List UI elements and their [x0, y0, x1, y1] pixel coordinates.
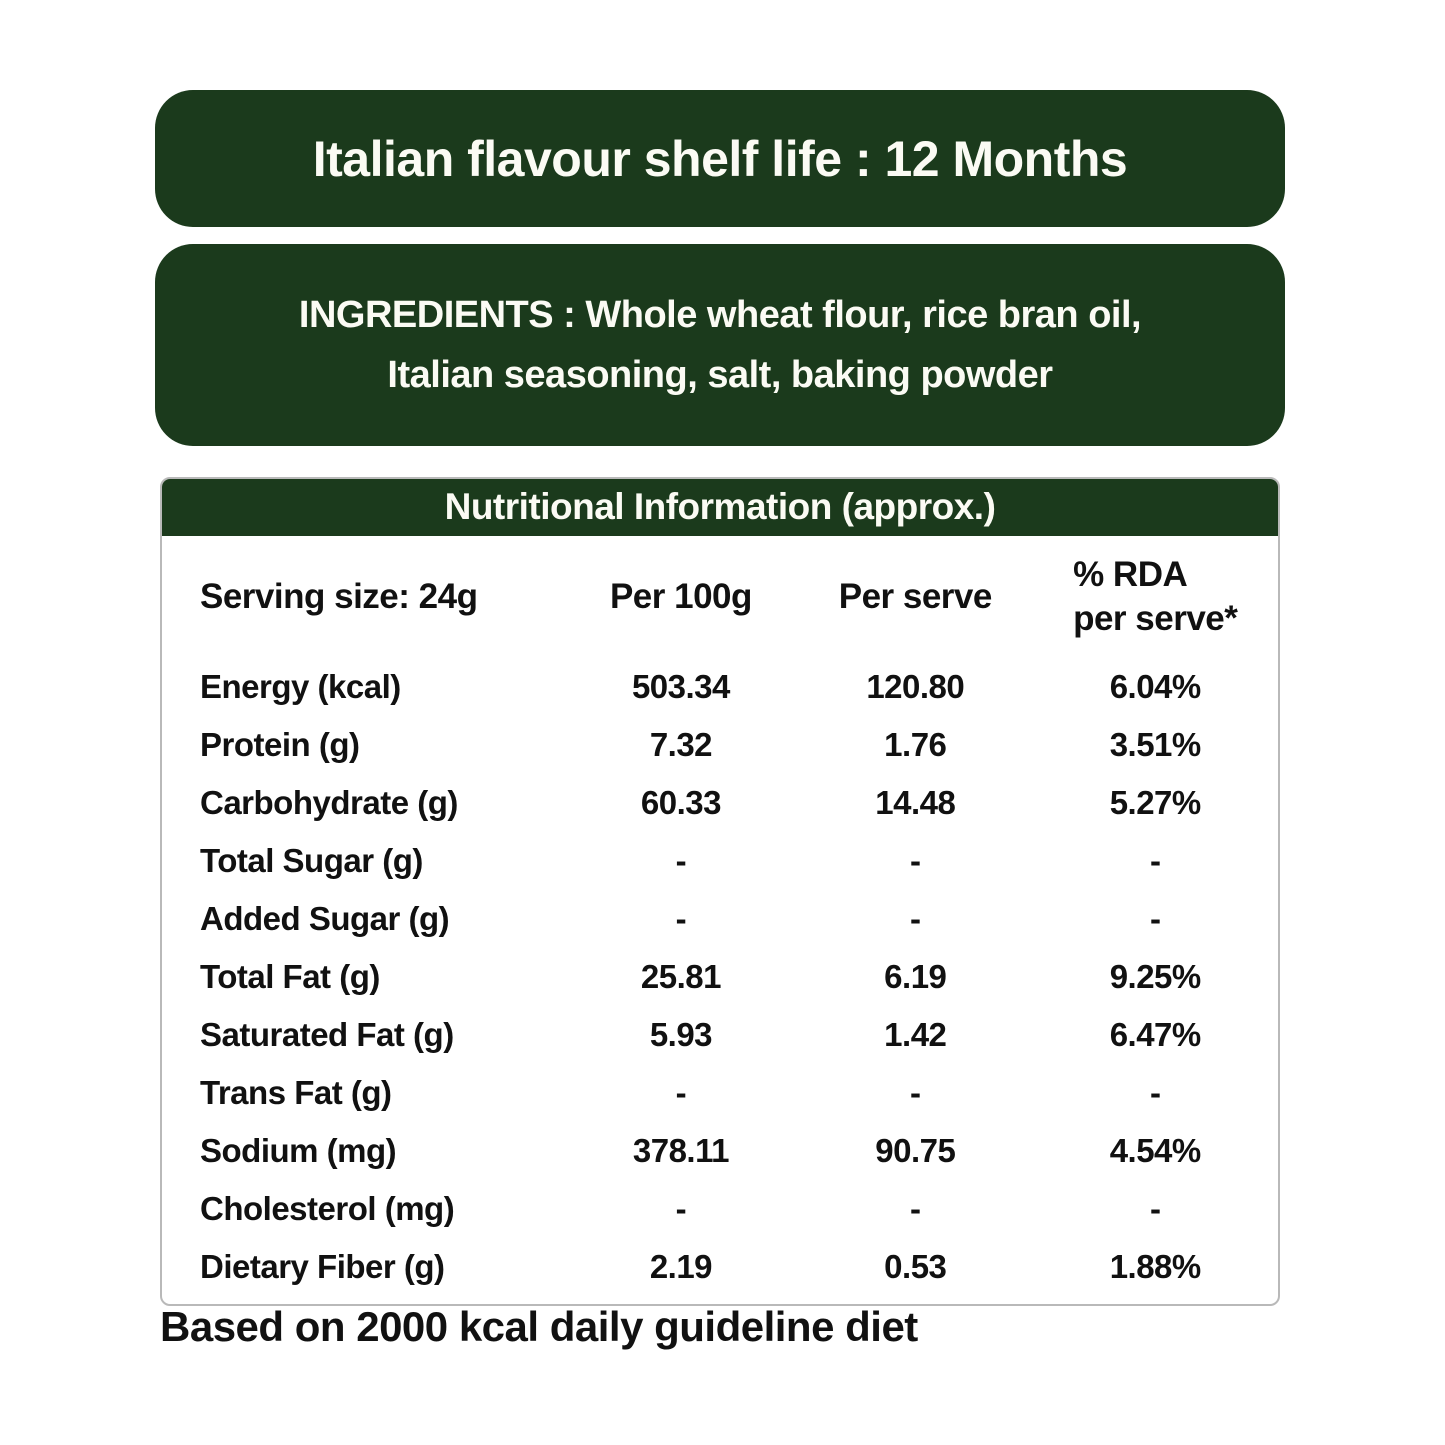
- per-serve-value: -: [910, 1190, 921, 1227]
- rda-percent-value: -: [1149, 1074, 1161, 1111]
- per-100g-value: -: [675, 1190, 687, 1227]
- nutrition-table-title: Nutritional Information (approx.): [162, 479, 1278, 536]
- per-100g-value: 7.32: [649, 726, 713, 763]
- per-100g-value: 25.81: [640, 958, 722, 995]
- per-serve-value: 0.53: [884, 1248, 947, 1285]
- nutrient-name: Saturated Fat (g): [200, 1016, 454, 1053]
- nutrient-name: Cholesterol (mg): [200, 1190, 455, 1227]
- per-serve-value: 14.48: [875, 784, 956, 821]
- rda-percent-value: 3.51%: [1109, 726, 1202, 763]
- nutrition-row: Total Sugar (g) - - -: [162, 832, 1278, 890]
- rda-percent-value: -: [1149, 1190, 1161, 1227]
- nutrient-name: Total Fat (g): [200, 958, 380, 995]
- rda-percent-value: 9.25%: [1109, 958, 1202, 995]
- ingredients-text: INGREDIENTS : Whole wheat flour, rice br…: [298, 294, 1142, 396]
- rda-percent-value: 1.88%: [1109, 1248, 1202, 1285]
- nutrition-row: Trans Fat (g) - - -: [162, 1064, 1278, 1122]
- per-100g-value: 5.93: [649, 1016, 713, 1053]
- nutrient-name: Protein (g): [200, 726, 360, 763]
- per-100g-value: -: [675, 842, 687, 879]
- rda-header-line1: % RDA: [1073, 555, 1188, 594]
- nutrient-name: Added Sugar (g): [200, 900, 450, 937]
- nutrition-row: Sodium (mg) 378.11 90.75 4.54%: [162, 1122, 1278, 1180]
- per-serve-value: 1.76: [884, 726, 947, 763]
- per-serve-value: 1.42: [884, 1016, 947, 1053]
- nutrient-name: Total Sugar (g): [200, 842, 423, 879]
- nutrition-row: Dietary Fiber (g) 2.19 0.53 1.88%: [162, 1238, 1278, 1296]
- per-serve-value: -: [910, 842, 921, 879]
- per-serve-value: 90.75: [875, 1132, 956, 1169]
- column-header-per-serve: Per serve: [838, 577, 993, 616]
- nutrient-name: Trans Fat (g): [200, 1074, 392, 1111]
- nutrition-table-header-row: Serving size: 24g Per 100g Per serve % R…: [162, 536, 1278, 658]
- column-header-serving-size: Serving size: 24g: [200, 577, 478, 616]
- column-header-rda: % RDA per serve*: [1032, 553, 1278, 641]
- per-serve-value: -: [910, 1074, 921, 1111]
- per-serve-value: 120.80: [866, 668, 965, 705]
- nutrition-row: Saturated Fat (g) 5.93 1.42 6.47%: [162, 1006, 1278, 1064]
- nutrition-row: Protein (g) 7.32 1.76 3.51%: [162, 716, 1278, 774]
- shelf-life-title: Italian flavour shelf life : 12 Months: [312, 130, 1128, 187]
- nutrition-table: Nutritional Information (approx.) Servin…: [160, 477, 1280, 1306]
- per-100g-value: 378.11: [632, 1132, 730, 1169]
- per-serve-value: 6.19: [884, 958, 947, 995]
- rda-header-line2: per serve*: [1073, 599, 1238, 638]
- nutrient-name: Carbohydrate (g): [200, 784, 458, 821]
- shelf-life-banner: Italian flavour shelf life : 12 Months: [155, 90, 1285, 227]
- per-100g-value: 503.34: [631, 668, 730, 705]
- nutrition-rows: Energy (kcal) 503.34 120.80 6.04% Protei…: [162, 658, 1278, 1304]
- nutrition-row: Cholesterol (mg) - - -: [162, 1180, 1278, 1238]
- guideline-note: Based on 2000 kcal daily guideline diet: [160, 1303, 918, 1350]
- nutrient-name: Dietary Fiber (g): [200, 1248, 445, 1285]
- rda-percent-value: -: [1149, 900, 1161, 937]
- rda-percent-value: 6.04%: [1109, 668, 1202, 705]
- nutrient-name: Sodium (mg): [200, 1132, 397, 1169]
- per-serve-value: -: [910, 900, 921, 937]
- nutrition-row: Carbohydrate (g) 60.33 14.48 5.27%: [162, 774, 1278, 832]
- rda-percent-value: 5.27%: [1109, 784, 1202, 821]
- ingredients-box: INGREDIENTS : Whole wheat flour, rice br…: [155, 244, 1285, 446]
- per-100g-value: -: [675, 900, 687, 937]
- rda-percent-value: 4.54%: [1109, 1132, 1202, 1169]
- nutrition-row: Added Sugar (g) - - -: [162, 890, 1278, 948]
- nutrient-name: Energy (kcal): [200, 668, 401, 705]
- column-header-per-100g: Per 100g: [609, 577, 752, 616]
- per-100g-value: 2.19: [649, 1248, 713, 1285]
- nutrition-row: Energy (kcal) 503.34 120.80 6.04%: [162, 658, 1278, 716]
- rda-percent-value: -: [1149, 842, 1161, 879]
- per-100g-value: 60.33: [640, 784, 722, 821]
- rda-percent-value: 6.47%: [1109, 1016, 1202, 1053]
- per-100g-value: -: [675, 1074, 687, 1111]
- column-header-rda-lines: % RDA per serve*: [1073, 553, 1238, 641]
- nutrition-row: Total Fat (g) 25.81 6.19 9.25%: [162, 948, 1278, 1006]
